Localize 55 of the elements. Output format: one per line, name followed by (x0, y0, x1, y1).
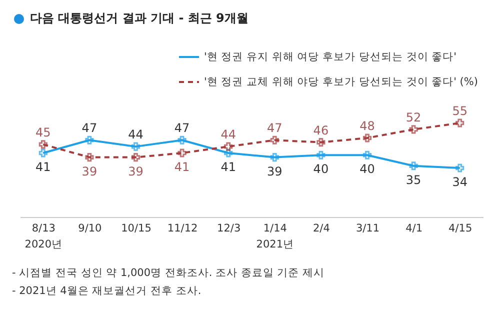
point (38, 148, 48, 158)
x-tick-label: 11/12 (167, 222, 198, 234)
x-tick-label: 4/15 (448, 222, 472, 234)
data-label: 39 (267, 164, 282, 178)
point (456, 164, 464, 172)
point (362, 150, 372, 160)
x-tick-label: 10/15 (121, 222, 152, 234)
data-label: 55 (452, 104, 468, 118)
data-label: 48 (360, 119, 375, 133)
data-label: 35 (406, 172, 422, 187)
x-tick-label: 8/13 2020년 (24, 222, 63, 250)
data-label: 47 (82, 121, 98, 136)
data-label: 39 (82, 164, 98, 178)
point (316, 150, 326, 160)
data-label: 40 (360, 162, 375, 176)
data-label: 45 (36, 125, 51, 140)
point (224, 148, 233, 158)
point (409, 162, 418, 170)
point (270, 136, 279, 144)
data-label: 41 (220, 160, 236, 174)
x-tick-label: 9/10 (78, 222, 102, 234)
point (362, 134, 372, 142)
point (85, 153, 94, 162)
legend-label: '현 정권 유지 위해 여당 후보가 당선되는 것이 좋다' (204, 51, 456, 63)
x-tick-label: 2/4 (312, 222, 330, 234)
point (316, 138, 326, 147)
x-tick-label: 12/3 (217, 222, 241, 234)
data-label: 52 (406, 110, 422, 124)
data-label: 46 (313, 123, 329, 138)
data-label: 47 (267, 121, 282, 136)
text: - 시점별 전국 성인 약 1,000명 전화조사. 조사 종료일 기준 제시 (12, 266, 325, 281)
point (456, 118, 464, 128)
point (270, 153, 279, 162)
point (131, 153, 140, 162)
chart-title: 다음 대통령선거 결과 기대 - 최근 9개월 (30, 10, 248, 27)
data-label: 39 (128, 164, 144, 178)
legend-label: '현 정권 교체 위해 야당 후보가 당선되는 것이 좋다' (%) (204, 76, 478, 88)
data-label: 41 (174, 160, 190, 174)
x-tick-label: 3/11 (356, 222, 380, 234)
x-tick-label: 4/1 (406, 222, 423, 234)
data-label: 44 (128, 128, 144, 142)
point (224, 142, 233, 151)
point (178, 136, 186, 144)
data-label: 47 (174, 121, 190, 136)
point (178, 148, 186, 158)
data-label: 34 (452, 175, 468, 189)
point (409, 125, 418, 134)
data-label: 41 (36, 160, 51, 174)
x-tick-label: 1/14 2021년 (256, 222, 294, 250)
data-label: 44 (220, 128, 236, 142)
point (85, 136, 94, 144)
point (131, 142, 140, 151)
text: - 2021년 4월은 재보궐선거 전후 조사. (12, 284, 202, 299)
point (38, 140, 48, 149)
data-label: 40 (313, 162, 329, 176)
